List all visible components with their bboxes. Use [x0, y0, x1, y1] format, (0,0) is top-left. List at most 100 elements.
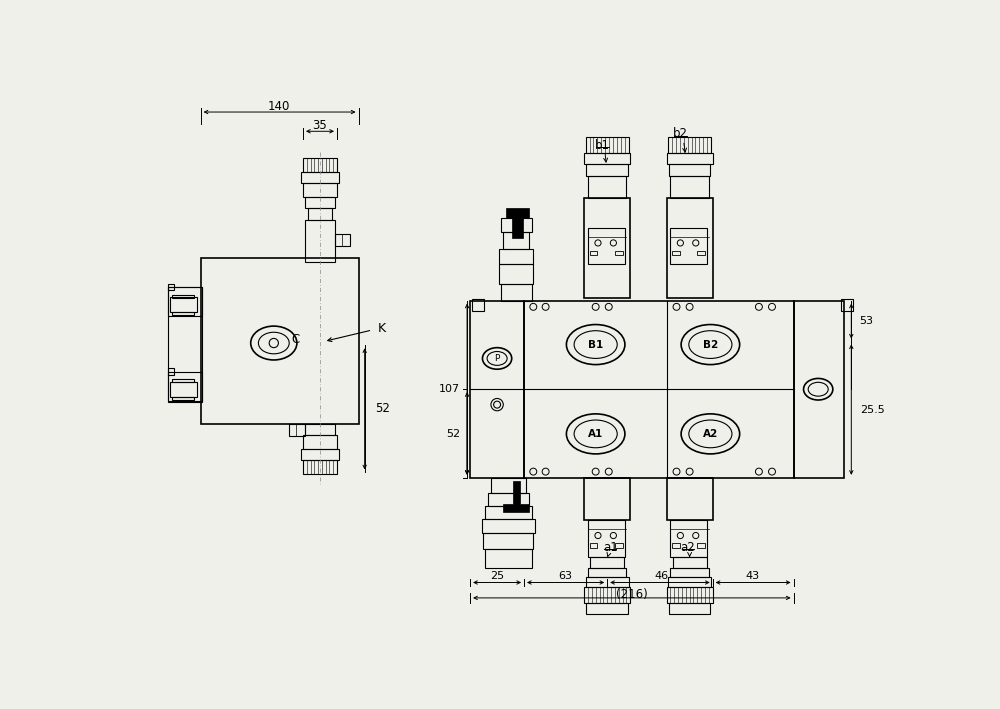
Bar — [499, 249, 533, 264]
Text: 107: 107 — [439, 384, 460, 394]
Text: 53: 53 — [859, 316, 873, 325]
Bar — [301, 450, 339, 460]
Bar — [697, 543, 705, 548]
Bar — [305, 196, 335, 208]
Text: a1: a1 — [603, 540, 618, 554]
Polygon shape — [503, 481, 529, 512]
Bar — [485, 549, 532, 568]
Bar — [170, 297, 197, 312]
Bar — [615, 543, 623, 548]
Text: 25: 25 — [490, 571, 504, 581]
Text: (216): (216) — [616, 588, 648, 601]
Bar — [470, 301, 524, 478]
Text: 25.5: 25.5 — [861, 405, 885, 415]
Bar — [586, 603, 628, 614]
Bar — [588, 228, 625, 264]
Bar — [168, 287, 202, 402]
Text: B1: B1 — [588, 340, 603, 350]
Bar — [501, 218, 532, 232]
Bar — [172, 294, 194, 298]
Bar — [308, 208, 332, 220]
Bar — [588, 176, 626, 198]
Text: 63: 63 — [558, 571, 572, 581]
Text: 140: 140 — [268, 100, 290, 113]
Text: 35: 35 — [313, 119, 327, 133]
Text: A2: A2 — [703, 429, 718, 439]
Bar — [303, 435, 337, 450]
Bar — [584, 478, 630, 520]
Bar — [168, 287, 202, 316]
Bar — [168, 284, 174, 290]
Bar — [168, 372, 202, 401]
Text: b2: b2 — [673, 127, 688, 140]
Text: K: K — [378, 322, 386, 335]
Bar — [672, 250, 680, 255]
Bar — [668, 138, 711, 153]
Text: b1: b1 — [595, 139, 610, 152]
Bar — [483, 533, 533, 549]
Bar — [499, 264, 533, 284]
Bar — [584, 198, 630, 298]
Bar — [303, 460, 337, 474]
Bar — [697, 250, 705, 255]
Bar — [172, 397, 194, 400]
Bar — [482, 520, 535, 533]
Bar — [666, 153, 713, 164]
Bar — [668, 577, 711, 587]
Bar — [172, 312, 194, 316]
Bar — [588, 568, 626, 577]
Text: a2: a2 — [681, 540, 695, 554]
Bar — [524, 301, 794, 478]
Bar — [512, 218, 523, 238]
Bar — [303, 183, 337, 196]
Bar — [672, 543, 680, 548]
Bar — [590, 543, 597, 548]
Bar — [590, 557, 624, 568]
Bar — [673, 557, 707, 568]
Text: 46: 46 — [654, 571, 668, 581]
Bar — [670, 568, 709, 577]
Bar — [666, 587, 713, 603]
Text: B2: B2 — [703, 340, 718, 350]
Bar — [168, 369, 174, 374]
Bar — [501, 284, 532, 301]
Text: 43: 43 — [746, 571, 760, 581]
Bar — [289, 424, 305, 436]
Bar — [841, 299, 853, 311]
Bar — [670, 520, 707, 557]
Bar — [586, 577, 629, 587]
Bar — [584, 153, 630, 164]
Bar — [586, 138, 629, 153]
Text: A1: A1 — [588, 429, 603, 439]
Text: C: C — [291, 333, 299, 346]
Bar — [472, 299, 484, 311]
Text: 52: 52 — [375, 402, 390, 415]
Bar — [172, 379, 194, 382]
Bar — [506, 208, 529, 218]
Bar — [666, 198, 713, 298]
Bar — [305, 424, 335, 435]
Bar — [170, 381, 197, 397]
Bar — [301, 172, 339, 183]
Bar — [669, 164, 710, 176]
Bar — [669, 603, 710, 614]
Bar — [503, 232, 529, 249]
Text: P: P — [494, 354, 500, 363]
Bar — [615, 250, 623, 255]
Bar — [666, 478, 713, 520]
Bar — [303, 158, 337, 172]
Bar — [586, 164, 628, 176]
Bar — [488, 493, 529, 506]
Bar — [201, 258, 358, 424]
Bar — [485, 506, 532, 520]
Bar — [588, 520, 625, 557]
Bar — [670, 176, 709, 198]
Bar — [670, 228, 707, 264]
Bar — [335, 234, 350, 246]
Bar — [590, 250, 597, 255]
Bar — [305, 220, 335, 262]
Bar — [584, 587, 630, 603]
Text: 52: 52 — [446, 429, 460, 439]
Bar — [491, 478, 526, 493]
Bar — [794, 301, 844, 478]
